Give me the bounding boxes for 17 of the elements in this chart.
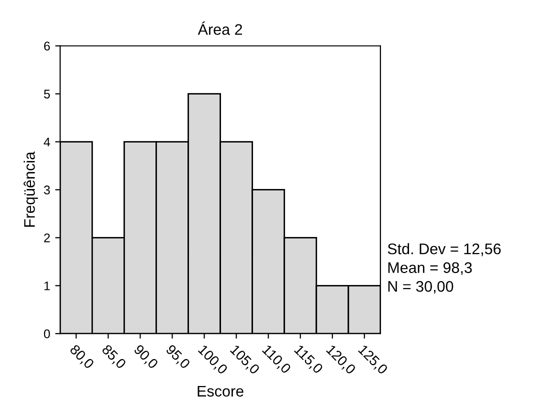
y-tick-label: 2 xyxy=(44,233,50,242)
x-tick-label: 85,0 xyxy=(100,344,127,370)
y-axis-title: Freqüência xyxy=(24,152,38,227)
text: N = 30,00 xyxy=(388,281,454,294)
y-tick-label: 6 xyxy=(44,42,50,51)
text: Mean = 98,3 xyxy=(388,262,472,275)
x-axis-title: Escore xyxy=(198,386,244,397)
y-tick-label: 3 xyxy=(44,186,50,194)
text: Std. Dev = 12,56 xyxy=(388,243,501,256)
x-tick-label: 90,0 xyxy=(132,344,159,370)
x-tick-label: 95,0 xyxy=(164,344,191,370)
y-tick-label: 1 xyxy=(44,282,50,290)
y-tick-label: 0 xyxy=(44,329,50,338)
x-tick-label: 80,0 xyxy=(68,344,95,370)
chart-title: Área 2 xyxy=(198,22,242,35)
y-tick-label: 4 xyxy=(44,138,50,146)
y-tick-label: 5 xyxy=(44,90,50,98)
